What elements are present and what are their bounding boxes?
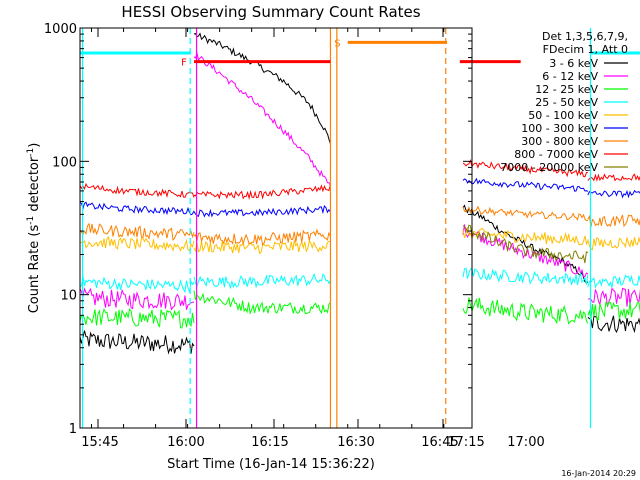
y-axis-label-sup1: -1 xyxy=(26,216,36,225)
series-1-segment-0 xyxy=(79,287,195,311)
legend-header-1: FDecim 1, Att 0 xyxy=(543,43,628,56)
timestamp: 16-Jan-2014 20:29 xyxy=(561,469,636,478)
x-tick-label-1: 16:00 xyxy=(167,435,204,450)
series-2 xyxy=(79,290,640,329)
y-tick-label-1: 10 xyxy=(60,289,77,304)
legend-label-2: 12 - 25 keV xyxy=(535,83,598,96)
series-6-segment-0 xyxy=(79,222,195,241)
legend-label-7: 800 - 7000 keV xyxy=(514,148,598,161)
series-2-segment-0 xyxy=(79,307,195,329)
series-7-segment-0 xyxy=(79,182,195,198)
series-2-segment-2 xyxy=(462,297,589,325)
legend-header-0: Det 1,3,5,6,7,9, xyxy=(542,30,628,43)
series-3 xyxy=(79,267,640,294)
chart-title: HESSI Observing Summary Count Rates xyxy=(121,3,420,21)
series-1-segment-3 xyxy=(587,287,640,307)
series-6-segment-3 xyxy=(587,214,640,228)
x-tick-label-0: 15:45 xyxy=(81,435,118,450)
series-2-segment-3 xyxy=(587,301,640,321)
series-5 xyxy=(79,177,640,218)
series-1-segment-1 xyxy=(193,51,331,186)
series-8 xyxy=(462,224,589,264)
series-3-segment-0 xyxy=(79,276,195,294)
series-4 xyxy=(79,227,640,255)
series-6 xyxy=(79,205,640,246)
series-5-segment-2 xyxy=(462,177,589,192)
y-tick-label-0: 1 xyxy=(69,422,77,437)
x-tick-label-6: 17:15 xyxy=(447,435,484,450)
x-axis-label: Start Time (16-Jan-14 15:36:22) xyxy=(167,457,375,472)
series-7-segment-3 xyxy=(587,173,640,182)
series-6-segment-1 xyxy=(193,228,331,246)
y-axis-label-end: ) xyxy=(27,143,42,148)
legend-label-0: 3 - 6 keV xyxy=(549,57,598,70)
plot-flag-bars: FS xyxy=(80,38,640,69)
series-3-segment-1 xyxy=(193,272,331,290)
series-0-segment-3 xyxy=(587,315,640,334)
series-0-segment-0 xyxy=(79,330,195,355)
series-0-segment-1 xyxy=(193,32,331,144)
y-tick-label-3: 1000 xyxy=(44,22,77,37)
x-tick-label-4: 16:45 xyxy=(421,435,458,450)
legend-label-4: 50 - 100 keV xyxy=(528,109,598,122)
legend-label-5: 100 - 300 keV xyxy=(521,122,598,135)
series-7-segment-2 xyxy=(462,159,588,178)
series-4-segment-3 xyxy=(587,236,640,251)
series-6-segment-2 xyxy=(462,205,589,222)
legend-label-1: 6 - 12 keV xyxy=(542,70,598,83)
series-3-segment-3 xyxy=(587,274,640,289)
plot-vertical-lines xyxy=(81,28,592,428)
series-4-segment-1 xyxy=(193,239,331,255)
legend-label-3: 25 - 50 keV xyxy=(535,96,598,109)
series-5-segment-1 xyxy=(193,204,331,218)
series-2-segment-1 xyxy=(193,290,331,315)
y-axis-label-sup2: -1 xyxy=(26,148,36,157)
x-tick-label-3: 16:30 xyxy=(337,435,374,450)
series-3-segment-2 xyxy=(462,267,589,286)
legend: Det 1,3,5,6,7,9,FDecim 1, Att 03 - 6 keV… xyxy=(500,30,628,174)
y-axis-label: Count Rate (s-1 detector-1) xyxy=(26,143,42,314)
series-4-segment-2 xyxy=(462,227,589,246)
series-7-segment-1 xyxy=(193,184,331,200)
series-5-segment-0 xyxy=(79,201,195,216)
legend-label-8: 7000 - 20000 keV xyxy=(500,161,598,174)
series-4-segment-0 xyxy=(79,235,195,253)
flag-label-1: S xyxy=(334,38,340,49)
legend-label-6: 300 - 800 keV xyxy=(521,135,598,148)
y-tick-label-2: 100 xyxy=(52,155,77,170)
series-5-segment-3 xyxy=(587,189,640,199)
y-axis-label-main: Count Rate (s xyxy=(27,225,42,314)
series-8-segment-0 xyxy=(462,224,589,264)
flag-label-0: F xyxy=(181,58,187,69)
plot-series xyxy=(79,32,640,355)
plot-axes: 1 10 100 1000 15:45 16:00 16:15 16:30 16:45 17:00… xyxy=(44,22,545,450)
plot-frame xyxy=(79,27,473,429)
series-7 xyxy=(79,159,640,200)
x-tick-label-2: 16:15 xyxy=(251,435,288,450)
x-tick-label-5: 17:00 xyxy=(507,435,544,450)
y-axis-label-mid: detector xyxy=(27,156,42,216)
